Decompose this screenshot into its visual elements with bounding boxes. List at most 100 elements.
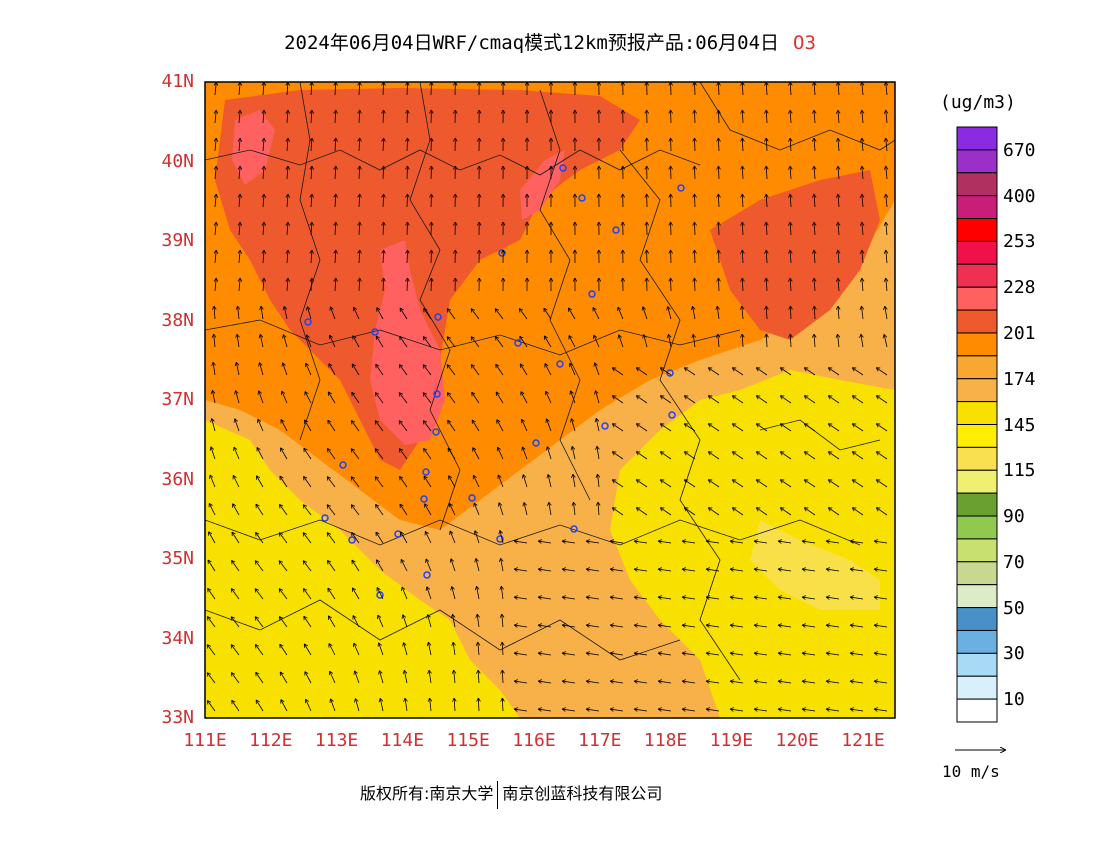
wind-arrow [852, 423, 864, 432]
wind-arrow-head [849, 624, 854, 628]
wind-arrow-head [620, 137, 624, 142]
wind-arrow-head [455, 165, 458, 170]
wind-arrow [682, 568, 696, 572]
wind-arrow-head [617, 306, 622, 310]
wind-arrow-head [741, 305, 745, 310]
wind-arrow-head [849, 652, 854, 656]
wind-arrow [730, 680, 744, 684]
wind-arrow-head [500, 641, 503, 646]
wind-arrow-head [634, 651, 639, 654]
wind-arrow-head [561, 568, 566, 572]
wind-arrow [694, 137, 696, 152]
wind-arrow-head [642, 334, 644, 339]
wind-arrow-head [237, 221, 241, 226]
wind-arrow-head [801, 680, 806, 684]
wind-arrow-head [861, 305, 865, 310]
wind-arrow-head [610, 567, 615, 570]
wind-arrow [350, 504, 360, 516]
wind-arrow [214, 222, 217, 236]
wind-arrow-head [309, 221, 313, 226]
wind-arrow-head [634, 567, 639, 570]
wind-arrow [804, 451, 816, 460]
wind-arrow [310, 166, 313, 180]
wind-arrow-head [354, 670, 358, 674]
wind-arrow-head [596, 137, 600, 142]
wind-arrow-head [610, 679, 615, 682]
wind-arrow-head [500, 557, 504, 562]
wind-arrow [471, 364, 480, 376]
wind-arrow-head [741, 165, 745, 170]
wind-arrow-head [448, 475, 453, 479]
wind-arrow-head [425, 558, 430, 562]
wind-arrow [278, 560, 288, 572]
wind-arrow [334, 138, 337, 152]
wind-arrow [519, 335, 528, 348]
wind-arrow-head [328, 391, 332, 395]
wind-arrow-head [327, 532, 332, 535]
wind-arrow [538, 680, 552, 684]
wind-arrow-head [585, 708, 590, 712]
wind-arrow-head [550, 165, 554, 170]
wind-arrow-head [422, 392, 427, 395]
wind-arrow-head [788, 305, 791, 310]
map-title: 2024年06月04日WRF/cmaq模式12km预报产品:06月04日 O3 [0, 28, 1100, 55]
wind-arrow [278, 532, 288, 544]
wind-arrow-head [765, 109, 769, 114]
wind-arrow-head [231, 672, 236, 675]
wind-arrow [765, 333, 768, 348]
wind-arrow [350, 476, 360, 488]
wind-arrow [306, 334, 312, 348]
wind-arrow [514, 568, 528, 572]
wind-arrow-head [826, 679, 831, 682]
wind-arrow [379, 698, 384, 712]
wind-arrow [596, 446, 600, 460]
wind-arrow [358, 221, 361, 236]
wind-arrow-head [657, 708, 662, 712]
wind-arrow [732, 395, 744, 404]
wind-arrow-head [755, 423, 759, 428]
wind-arrow-head [478, 109, 482, 114]
wind-arrow-head [788, 221, 791, 226]
longitude-label: 116E [512, 730, 556, 751]
wind-arrow-head [429, 193, 432, 198]
wind-arrow [374, 476, 384, 488]
wind-arrow-head [230, 672, 233, 677]
wind-arrow [501, 642, 504, 656]
wind-arrow-head [254, 644, 257, 649]
wind-arrow-head [692, 333, 696, 338]
wind-arrow [658, 624, 672, 628]
wind-arrow-head [329, 306, 331, 311]
wind-arrow-head [622, 165, 626, 170]
wind-arrow-head [682, 567, 687, 570]
wind-arrow-head [446, 364, 449, 369]
wind-arrow-head [609, 568, 614, 572]
wind-arrow-head [635, 395, 639, 400]
wind-arrow-head [683, 367, 687, 372]
wind-arrow-head [307, 306, 311, 310]
wind-arrow-head [327, 448, 332, 451]
wind-arrow-head [740, 109, 743, 114]
wind-arrow-head [706, 651, 711, 654]
wind-arrow-head [357, 137, 361, 142]
wind-arrow [238, 110, 241, 124]
wind-arrow [717, 109, 720, 124]
wind-arrow [474, 530, 480, 544]
wind-arrow [634, 624, 648, 628]
wind-arrow [476, 586, 480, 600]
wind-arrow [501, 669, 504, 684]
wind-arrow-head [213, 137, 217, 142]
wind-arrow-head [407, 221, 410, 226]
wind-arrow-head [883, 109, 887, 114]
wind-arrow-head [764, 137, 767, 142]
wind-arrow-head [765, 193, 769, 198]
wind-arrow-head [561, 624, 566, 628]
wind-arrow [302, 532, 312, 544]
wind-arrow-head [255, 699, 260, 703]
wind-arrow-head [633, 708, 638, 712]
wind-arrow-head [548, 165, 552, 170]
wind-arrow-head [407, 249, 410, 254]
wind-arrow [237, 306, 240, 320]
wind-arrow-head [513, 708, 518, 712]
wind-arrow-head [231, 588, 236, 591]
wind-arrow [852, 507, 864, 516]
